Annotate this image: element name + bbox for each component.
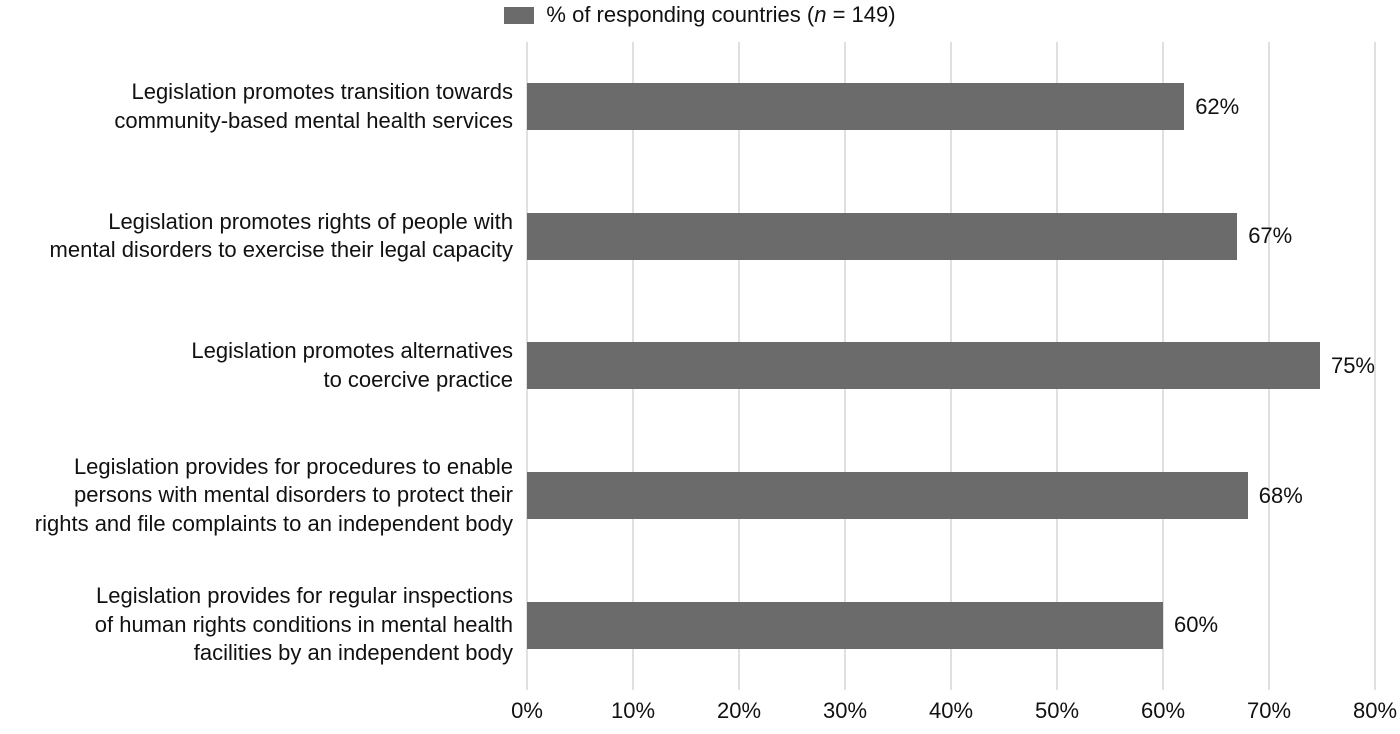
- x-tick-label: 20%: [716, 698, 762, 723]
- value-label: 75%: [1330, 352, 1375, 378]
- chart-row: Legislation provides for procedures to e…: [35, 431, 1375, 561]
- bar: [527, 472, 1248, 520]
- x-axis: 0% 10% 20% 30% 40% 50% 60% 70% 80%: [511, 698, 1397, 728]
- bar: [527, 212, 1238, 260]
- legend-label: % of responding countries (n = 149): [546, 2, 895, 28]
- x-tick-label: 40%: [928, 698, 974, 723]
- bar: [527, 342, 1320, 390]
- category-label: Legislation provides for regular inspect…: [94, 583, 513, 666]
- x-tick-label: 10%: [610, 698, 656, 723]
- value-label: 68%: [1258, 482, 1303, 508]
- bar: [527, 601, 1163, 649]
- value-label: 60%: [1174, 612, 1219, 638]
- legend-n-symbol: n: [814, 2, 827, 27]
- legend-label-suffix: = 149): [826, 2, 896, 27]
- x-tick-label: 60%: [1140, 698, 1186, 723]
- x-tick-label: 80%: [1352, 698, 1398, 723]
- category-label: Legislation promotes alternatives to coe…: [191, 338, 513, 392]
- category-label: Legislation promotes rights of people wi…: [49, 208, 513, 263]
- bar: [527, 83, 1185, 131]
- legend-label-prefix: % of responding countries (: [546, 2, 815, 27]
- gridline: [1374, 42, 1376, 690]
- x-tick-label: 30%: [822, 698, 868, 723]
- chart-row: Legislation provides for regular inspect…: [95, 560, 1375, 690]
- bar-rows: Legislation promotes transition towards …: [35, 42, 1375, 690]
- x-tick-label: 0%: [511, 698, 543, 723]
- value-label: 67%: [1248, 223, 1293, 249]
- legend-swatch-icon: [504, 6, 535, 24]
- chart-legend: % of responding countries (n = 149): [0, 2, 1400, 28]
- value-label: 62%: [1195, 93, 1240, 119]
- chart-row: Legislation promotes rights of people wi…: [50, 172, 1375, 302]
- category-label: Legislation provides for procedures to e…: [34, 453, 513, 536]
- chart-row: Legislation promotes transition towards …: [114, 42, 1375, 172]
- chart-row: Legislation promotes alternatives to coe…: [191, 301, 1375, 431]
- x-tick-label: 70%: [1246, 698, 1292, 723]
- plot-area: Legislation promotes transition towards …: [35, 42, 1376, 690]
- category-label: Legislation promotes transition towards …: [114, 79, 513, 133]
- x-tick-label: 50%: [1034, 698, 1080, 723]
